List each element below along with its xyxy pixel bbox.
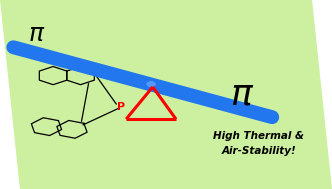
Text: $\pi$: $\pi$ bbox=[28, 22, 45, 46]
Circle shape bbox=[147, 82, 155, 86]
Text: P: P bbox=[117, 102, 125, 112]
Text: $\pi$: $\pi$ bbox=[230, 77, 254, 112]
Text: Air-Stability!: Air-Stability! bbox=[221, 146, 296, 156]
Text: High Thermal &: High Thermal & bbox=[213, 131, 304, 141]
